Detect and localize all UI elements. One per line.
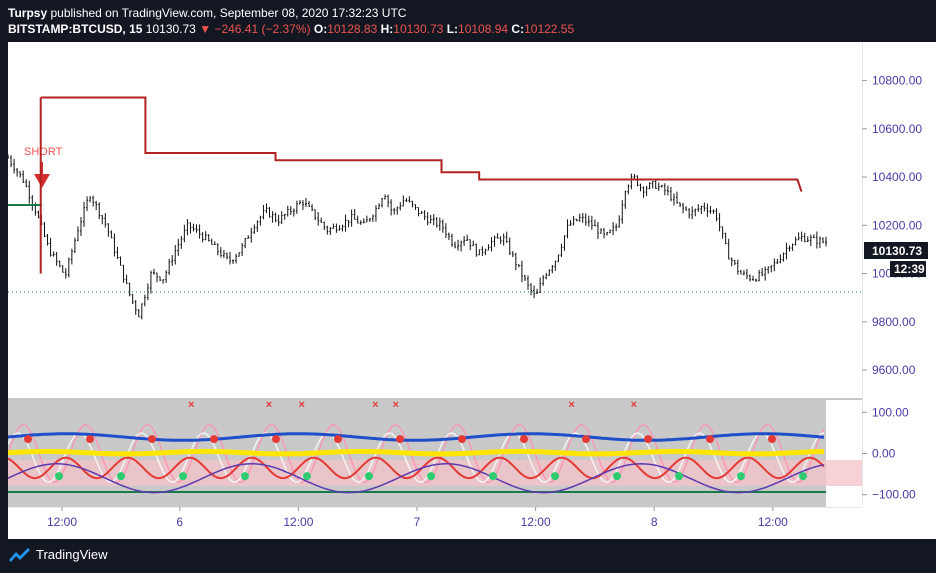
countdown-label: 12:39	[894, 262, 925, 276]
osc-white-line	[7, 432, 825, 484]
footer: TradingView	[8, 543, 308, 569]
open-value: 10128.83	[327, 22, 378, 36]
chart-svg[interactable]: SHORT × × × × × × ×	[7, 42, 862, 507]
time-tick-label: 6	[176, 515, 183, 529]
price-tick-label: 9600.00	[872, 363, 916, 377]
last-price: 10130.73	[145, 22, 196, 36]
price-pane[interactable]: SHORT	[7, 96, 862, 320]
footer-brand[interactable]: TradingView	[36, 547, 108, 562]
high-value: 10130.73	[393, 22, 444, 36]
osc-sell-dot	[768, 435, 776, 444]
time-tick-label: 12:00	[521, 515, 551, 529]
osc-sell-dot	[706, 435, 714, 444]
osc-sell-dot	[210, 435, 218, 444]
open-label: O:	[313, 22, 328, 36]
osc-buy-dot	[737, 472, 745, 481]
time-axis[interactable]: 12:00 6 12:00 7 12:00 8 12:00	[8, 506, 936, 539]
osc-yellow-line	[7, 448, 825, 457]
ohlc-legend: BITSTAMP:BTCUSD, 15 10130.73 ▼ −246.41 (…	[8, 22, 574, 36]
price-tick-label: 10400.00	[872, 170, 922, 184]
osc-buy-dot	[427, 472, 435, 481]
symbol-label[interactable]: BITSTAMP:BTCUSD, 15	[8, 22, 143, 36]
osc-tick-label: 100.00	[872, 405, 909, 419]
close-label: C:	[511, 22, 525, 36]
osc-cross-mark: ×	[568, 399, 574, 411]
osc-buy-dot	[55, 472, 63, 481]
osc-sell-dot	[86, 435, 94, 444]
osc-cross-mark: ×	[188, 399, 194, 411]
oscillator-pane[interactable]: × × × × × × ×	[7, 399, 862, 507]
chart-header: Turpsy published on TradingView.com, Sep…	[8, 2, 928, 40]
time-tick-label: 12:00	[283, 515, 313, 529]
osc-blue-line	[7, 432, 825, 442]
time-axis-svg[interactable]: 12:00 6 12:00 7 12:00 8 12:00	[8, 506, 936, 539]
price-tick-label: 9800.00	[872, 315, 916, 329]
last-price-badge: 10130.73	[864, 242, 928, 259]
osc-buy-dot	[303, 472, 311, 481]
osc-sell-dot	[396, 435, 404, 444]
osc-cross-mark: ×	[298, 399, 304, 411]
high-label: H:	[380, 22, 394, 36]
osc-sell-dot	[520, 435, 528, 444]
osc-cross-mark: ×	[631, 399, 637, 411]
price-axis-svg[interactable]: 10800.0010600.0010400.0010200.0010000.00…	[861, 42, 936, 507]
osc-tick-label: −100.00	[872, 488, 916, 502]
chart-area[interactable]: SHORT × × × × × × ×	[7, 42, 862, 507]
osc-buy-dot	[489, 472, 497, 481]
osc-sell-dot	[458, 435, 466, 444]
low-value: 10108.94	[458, 22, 509, 36]
short-arrow-icon	[34, 162, 50, 188]
time-tick-label: 12:00	[47, 515, 77, 529]
osc-sell-dot	[334, 435, 342, 444]
osc-buy-dot	[799, 472, 807, 481]
oscillator-crosses: × × × × × × ×	[188, 399, 637, 411]
oscillator-lines	[7, 424, 825, 494]
osc-sell-dot	[272, 435, 280, 444]
osc-buy-dot	[365, 472, 373, 481]
down-arrow-icon: ▼	[199, 22, 212, 36]
tradingview-logo-icon[interactable]	[8, 546, 32, 564]
short-label: SHORT	[24, 146, 63, 158]
osc-red-line	[7, 456, 825, 480]
osc-cross-mark: ×	[372, 399, 378, 411]
osc-buy-dot	[551, 472, 559, 481]
time-tick-label: 8	[651, 515, 658, 529]
osc-sell-dot	[24, 435, 32, 444]
osc-buy-dot	[179, 472, 187, 481]
osc-buy-dot	[675, 472, 683, 481]
price-change: −246.41 (−2.37%)	[214, 22, 311, 36]
close-value: 10122.55	[524, 22, 575, 36]
osc-sell-dot	[582, 435, 590, 444]
published-text: published on TradingView.com, September …	[50, 6, 407, 20]
time-tick-label: 12:00	[758, 515, 788, 529]
publish-info: Turpsy published on TradingView.com, Sep…	[8, 6, 406, 20]
osc-buy-dot	[117, 472, 125, 481]
osc-buy-dot	[613, 472, 621, 481]
author-name[interactable]: Turpsy	[8, 6, 48, 20]
osc-purple-line	[7, 463, 825, 494]
countdown-badge: 12:39	[890, 261, 926, 277]
candles	[7, 154, 827, 320]
price-axis[interactable]: 10800.0010600.0010400.0010200.0010000.00…	[861, 42, 936, 507]
osc-pink-line	[7, 424, 825, 483]
osc-cross-mark: ×	[266, 399, 272, 411]
stop-line	[40, 96, 803, 192]
low-label: L:	[446, 22, 459, 36]
time-tick-label: 7	[414, 515, 421, 529]
oscillator-dots	[24, 435, 807, 481]
last-price-label: 10130.73	[872, 244, 922, 258]
osc-tick-label: 0.00	[872, 447, 896, 461]
price-tick-label: 10200.00	[872, 218, 922, 232]
osc-cross-mark: ×	[393, 399, 399, 411]
osc-sell-dot	[644, 435, 652, 444]
price-tick-label: 10600.00	[872, 122, 922, 136]
osc-sell-dot	[148, 435, 156, 444]
osc-buy-dot	[241, 472, 249, 481]
price-tick-label: 10800.00	[872, 74, 922, 88]
